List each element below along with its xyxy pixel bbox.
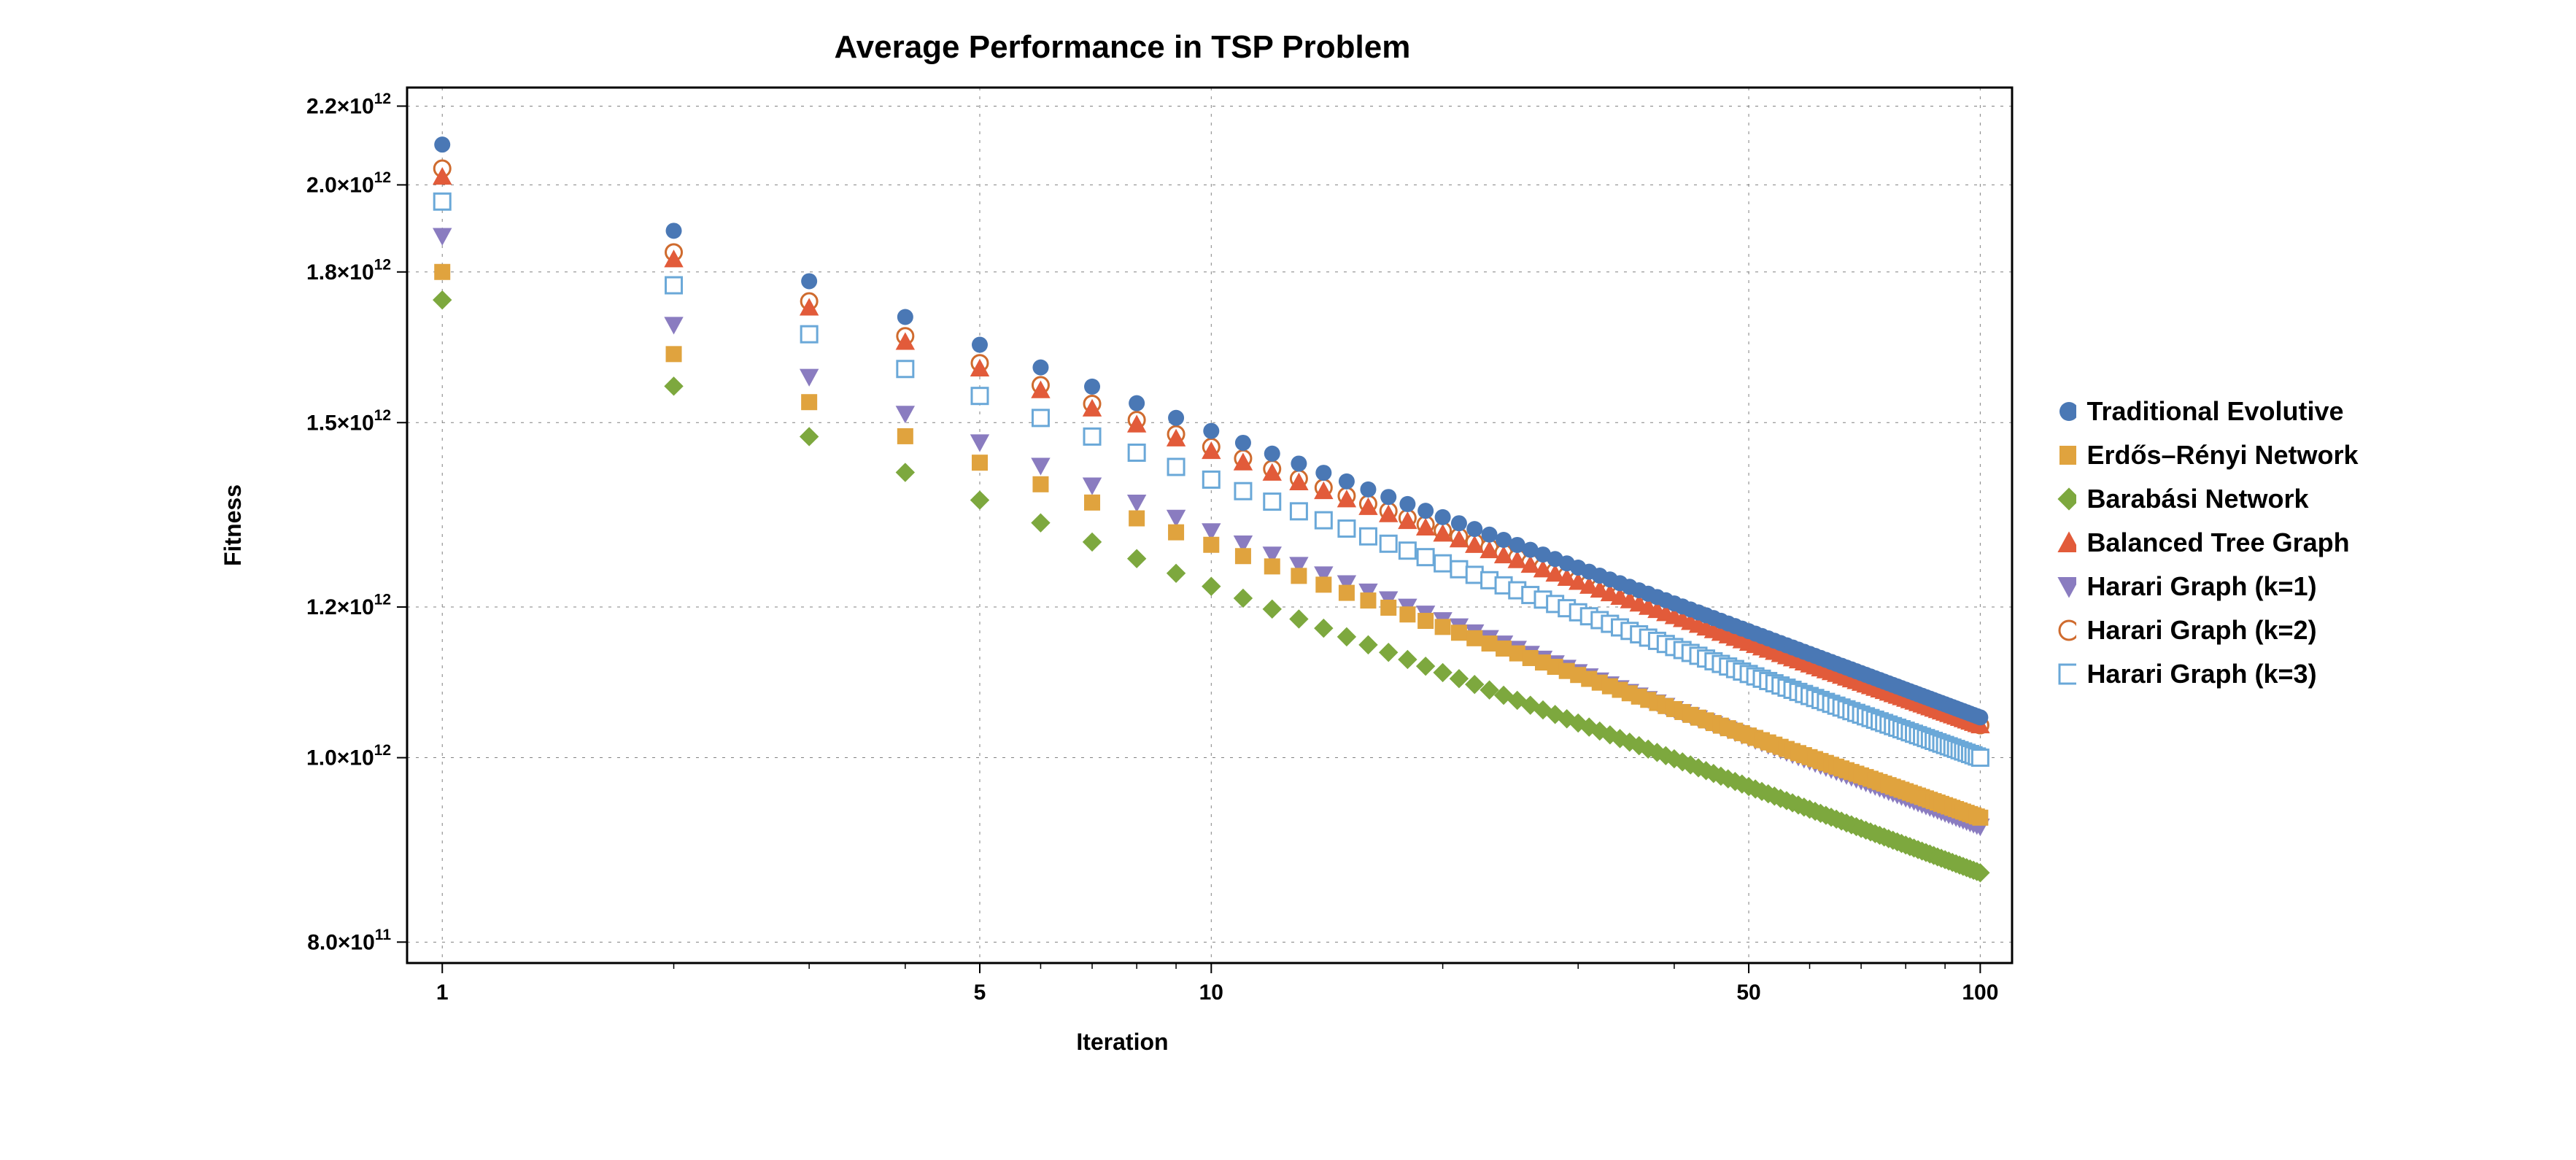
svg-text:1.5×1012: 1.5×1012 [306, 407, 391, 436]
legend: Traditional Evolutive Erdős–Rényi Network… [2056, 383, 2358, 703]
legend-swatch-traditional [2056, 401, 2076, 422]
chart-plot: 1 5 10 50 100 8.0×1011 1.0×1012 1.2×1012 1.5×101… [217, 73, 2027, 1029]
svg-text:1.2×1012: 1.2×1012 [306, 592, 391, 620]
legend-swatch-harari2 [2056, 620, 2076, 641]
svg-text:1: 1 [436, 981, 449, 1005]
legend-item-barabasi: Barabási Network [2056, 484, 2358, 514]
chart-column: Average Performance in TSP Problem 15105… [217, 29, 2027, 1056]
legend-label-harari2: Harari Graph (k=2) [2086, 615, 2316, 646]
legend-label-tree: Balanced Tree Graph [2086, 527, 2349, 558]
legend-item-harari3: Harari Graph (k=3) [2056, 659, 2358, 689]
svg-text:1.0×1012: 1.0×1012 [306, 742, 391, 770]
svg-text:10: 10 [1199, 981, 1223, 1005]
svg-text:2.0×1012: 2.0×1012 [306, 169, 391, 198]
svg-text:5: 5 [974, 981, 986, 1005]
svg-text:8.0×1011: 8.0×1011 [308, 927, 392, 955]
legend-swatch-erdos [2056, 445, 2076, 465]
legend-label-harari1: Harari Graph (k=1) [2086, 571, 2316, 602]
legend-swatch-tree [2056, 533, 2076, 553]
legend-label-traditional: Traditional Evolutive [2086, 396, 2343, 427]
svg-text:2.2×1012: 2.2×1012 [306, 90, 391, 119]
legend-item-traditional: Traditional Evolutive [2056, 396, 2358, 427]
chart-title: Average Performance in TSP Problem [835, 29, 1411, 66]
legend-label-erdos: Erdős–Rényi Network [2086, 440, 2358, 471]
legend-swatch-harari3 [2056, 664, 2076, 684]
legend-item-harari1: Harari Graph (k=1) [2056, 571, 2358, 602]
legend-swatch-harari1 [2056, 576, 2076, 597]
legend-item-tree: Balanced Tree Graph [2056, 527, 2358, 558]
legend-label-barabasi: Barabási Network [2086, 484, 2308, 514]
x-axis-label: Iteration [1076, 1029, 1168, 1056]
legend-swatch-barabasi [2056, 489, 2076, 509]
legend-label-harari3: Harari Graph (k=3) [2086, 659, 2316, 689]
svg-text:Fitness: Fitness [220, 484, 246, 566]
chart-container: Average Performance in TSP Problem 15105… [0, 0, 2576, 1085]
svg-text:100: 100 [1962, 981, 1999, 1005]
legend-item-erdos: Erdős–Rényi Network [2056, 440, 2358, 471]
svg-text:50: 50 [1737, 981, 1761, 1005]
legend-item-harari2: Harari Graph (k=2) [2056, 615, 2358, 646]
svg-text:1.8×1012: 1.8×1012 [306, 256, 391, 285]
